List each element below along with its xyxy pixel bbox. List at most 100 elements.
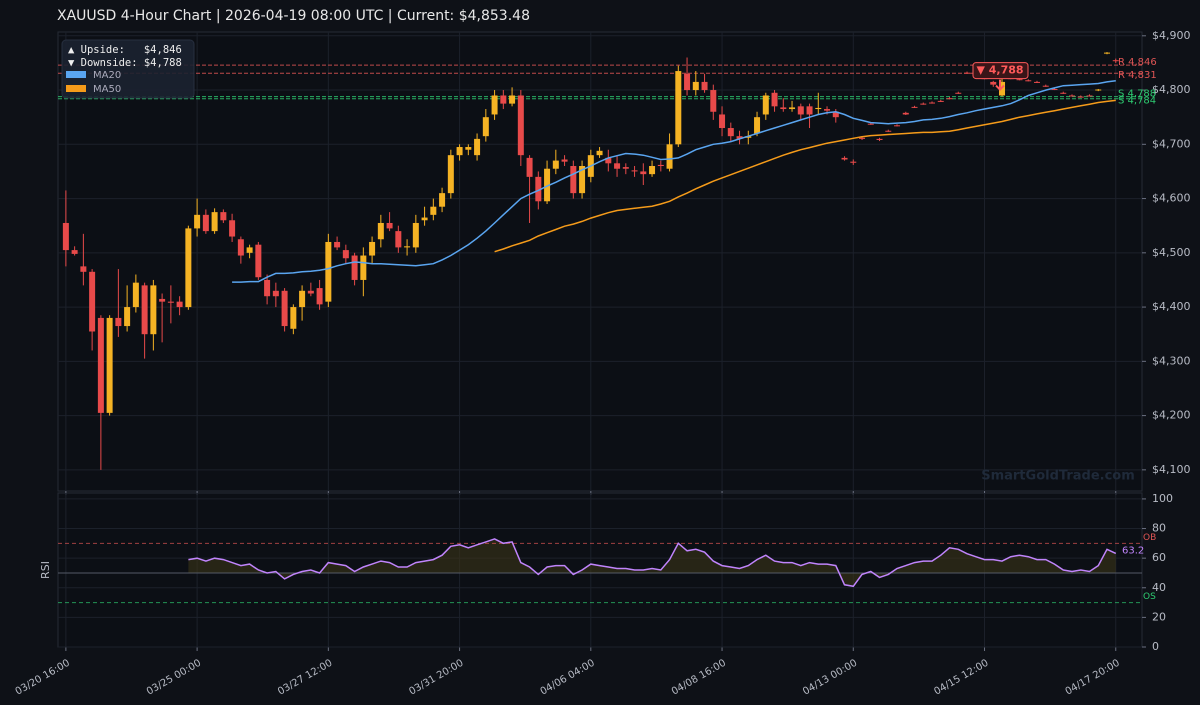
candle-body xyxy=(570,166,577,194)
candle-body xyxy=(622,167,629,169)
candle-body xyxy=(1025,80,1032,82)
candle-body xyxy=(771,92,778,107)
candle-body xyxy=(885,130,892,132)
candle-body xyxy=(614,163,621,169)
candle-body xyxy=(229,220,236,237)
candle-body xyxy=(202,214,209,232)
candle-body xyxy=(1069,95,1076,97)
candle-body xyxy=(80,266,87,272)
candle-body xyxy=(491,95,498,115)
candle-body xyxy=(334,241,341,248)
candle-body xyxy=(141,285,148,335)
candle-body xyxy=(377,222,384,240)
legend-note: ▲ Upside: $4,846 xyxy=(68,44,182,56)
legend-label: MA50 xyxy=(93,84,121,95)
candle-body xyxy=(124,307,131,327)
candle-body xyxy=(62,222,69,251)
candle-body xyxy=(290,307,297,329)
candle-body xyxy=(255,244,262,278)
candle-body xyxy=(71,250,78,254)
rsi-line xyxy=(188,538,1117,588)
candle-body xyxy=(824,109,831,111)
candle-body xyxy=(1077,96,1084,98)
legend-note: ▼ Downside: $4,788 xyxy=(68,57,182,69)
candle-body xyxy=(447,155,454,194)
y-tick-label: $4,700 xyxy=(1152,137,1191,150)
candle-body xyxy=(369,241,376,256)
candle-body xyxy=(1086,95,1093,97)
candle-body xyxy=(736,136,743,139)
rsi-area xyxy=(188,538,1116,587)
candle-body xyxy=(789,107,796,110)
chart-title: XAUUSD 4-Hour Chart | 2026-04-19 08:00 U… xyxy=(57,8,530,24)
candle-body xyxy=(307,290,314,294)
candle-body xyxy=(246,247,253,253)
candle-body xyxy=(526,157,533,177)
y-tick-label: 40 xyxy=(1152,581,1166,594)
candle-body xyxy=(386,222,393,229)
ma-line xyxy=(232,80,1116,283)
annotation-label: ▼ 4,788 xyxy=(976,64,1023,77)
watermark: SmartGoldTrade.com xyxy=(981,469,1135,484)
legend-swatch xyxy=(66,71,86,78)
candle-body xyxy=(159,298,166,302)
candle-body xyxy=(710,90,717,112)
candle-body xyxy=(684,73,691,91)
y-tick-label: 100 xyxy=(1152,492,1173,505)
candle-body xyxy=(552,160,559,169)
candle-body xyxy=(412,222,419,248)
candle-body xyxy=(955,92,962,94)
candle-body xyxy=(797,106,804,115)
level-label: R 4,846 xyxy=(1118,57,1157,68)
candle-body xyxy=(561,159,568,162)
y-tick-label: 80 xyxy=(1152,522,1166,535)
candle-body xyxy=(220,212,227,221)
candle-body xyxy=(1034,81,1041,83)
candle-body xyxy=(649,166,656,175)
candle-body xyxy=(1060,92,1067,94)
candle-body xyxy=(832,111,839,118)
candle-body xyxy=(404,246,411,248)
candle-body xyxy=(544,168,551,202)
y-tick-label: 0 xyxy=(1152,640,1159,653)
candle-body xyxy=(185,228,192,308)
candle-body xyxy=(316,288,323,305)
candle-body xyxy=(701,81,708,91)
candle-body xyxy=(859,137,866,139)
candle-body xyxy=(150,285,157,335)
candle-body xyxy=(911,106,918,108)
y-tick-label: $4,600 xyxy=(1152,192,1191,205)
candle-body xyxy=(421,217,428,221)
candle-body xyxy=(631,170,638,172)
candle-body xyxy=(509,95,516,104)
price-panel xyxy=(57,31,1143,492)
annotation-arrow xyxy=(995,79,1005,91)
candle-body xyxy=(762,95,769,115)
candle-body xyxy=(132,282,139,308)
legend-label: MA20 xyxy=(93,70,121,81)
candle-body xyxy=(176,301,183,308)
y-tick-label: $4,300 xyxy=(1152,354,1191,367)
candle-body xyxy=(937,100,944,102)
candle-body xyxy=(806,106,813,115)
candle-body xyxy=(395,231,402,248)
candle-body xyxy=(325,241,332,302)
candle-body xyxy=(850,161,857,163)
annotation-box xyxy=(972,62,1029,80)
candle-body xyxy=(867,123,874,125)
candle-body xyxy=(754,117,761,134)
y-tick-label: 60 xyxy=(1152,551,1166,564)
y-tick-label: $4,200 xyxy=(1152,409,1191,422)
candle-body xyxy=(929,102,936,104)
candle-body xyxy=(115,317,122,327)
candle-body xyxy=(1051,88,1058,90)
y-tick-label: $4,100 xyxy=(1152,463,1191,476)
candle-body xyxy=(1042,85,1049,87)
candle-body xyxy=(1095,89,1102,91)
candle-body xyxy=(1104,52,1111,54)
candle-body xyxy=(876,138,883,140)
candle-body xyxy=(482,117,489,137)
candle-body xyxy=(657,164,664,167)
